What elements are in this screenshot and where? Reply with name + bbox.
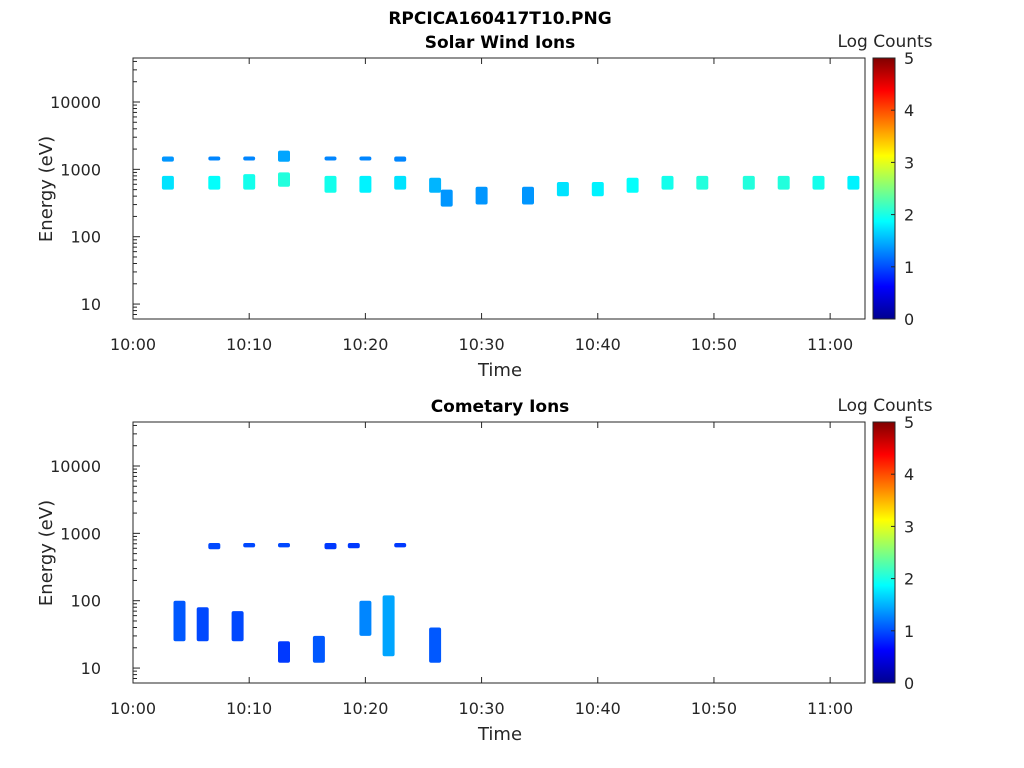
data-cell-25 [812,175,825,190]
data-cell-24 [777,175,790,190]
data-cell-11 [359,156,372,161]
data-cell-3 [208,156,221,161]
colorbar-tick-label: 0 [904,310,914,329]
colorbar [872,421,896,684]
data-cell-4 [243,174,256,190]
data-cell-4 [243,543,256,548]
x-tick-label: 10:20 [342,335,388,354]
data-cell-19 [591,182,604,197]
y-tick-label: 100 [70,592,101,611]
data-cell-9 [347,543,360,549]
x-tick-label: 10:40 [575,699,621,718]
x-tick-label: 11:00 [807,335,853,354]
data-cell-6 [278,172,290,187]
y-axis-label: Energy (eV) [36,136,57,242]
data-cell-3 [231,611,244,642]
x-axis-label: Time [477,724,522,745]
colorbar-tick-layer: 0 1 2 3 4 5 [891,49,914,329]
x-tick-label: 10:00 [110,699,156,718]
panel-title: Solar Wind Ions [425,33,576,53]
data-cell-18 [556,182,569,197]
colorbar-tick-label: 0 [904,674,914,693]
x-tick-label: 10:50 [691,335,737,354]
blob-layer [173,543,442,663]
colorbar-tick-label: 2 [904,570,914,589]
x-tick-label: 11:00 [807,699,853,718]
data-cell-16 [475,186,488,205]
y-tick-layer: 10 100 1000 10000 [50,60,140,320]
data-cell-10 [359,600,372,636]
x-axis-label: Time [477,360,522,381]
data-cell-0 [173,600,186,642]
y-tick-layer: 10 100 1000 10000 [50,424,140,684]
data-cell-7 [312,635,325,663]
panel-title: Cometary Ions [431,397,570,417]
y-tick-label: 10 [81,659,101,678]
data-cell-17 [522,186,534,205]
data-cell-13 [394,156,407,162]
colorbar-tick-label: 1 [904,258,914,277]
data-cell-1 [196,607,209,642]
data-cell-6 [278,543,290,548]
colorbar-tick-label: 4 [904,101,914,120]
data-cell-7 [278,150,290,162]
x-tick-label: 10:30 [459,699,505,718]
data-cell-9 [324,156,337,161]
data-cell-20 [626,177,639,193]
data-cell-8 [324,543,337,550]
data-cell-2 [208,175,221,190]
colorbar-tick-label: 2 [904,206,914,225]
data-cell-0 [161,175,174,190]
figure-title: RPCICA160417T10.PNG [388,9,611,29]
data-cell-8 [324,175,337,193]
blob-layer [161,150,860,207]
y-tick-label: 1000 [60,524,101,543]
x-tick-label: 10:10 [226,335,272,354]
panel-cometary: Cometary Ions 10:00 10:10 10:20 10:30 10:40 1… [36,396,933,745]
data-cell-26 [847,175,860,190]
data-cell-2 [208,543,221,550]
colorbar-tick-label: 4 [904,465,914,484]
colorbar-label: Log Counts [837,396,932,416]
data-cell-23 [742,175,755,190]
data-cell-12 [394,543,407,548]
x-tick-label: 10:00 [110,335,156,354]
data-cell-21 [661,175,674,190]
y-tick-label: 10 [81,295,101,314]
colorbar-tick-label: 5 [904,413,914,432]
colorbar-tick-label: 1 [904,622,914,641]
colorbar-label: Log Counts [837,32,932,52]
data-cell-11 [382,595,395,657]
y-tick-label: 10000 [50,457,101,476]
y-tick-label: 100 [70,228,101,247]
x-tick-label: 10:10 [226,699,272,718]
panel-solar-wind: Solar Wind Ions 10:00 10:10 10:20 10:30 10:4… [36,32,933,381]
data-cell-15 [440,189,453,207]
data-cell-10 [359,175,372,193]
x-tick-label: 10:50 [691,699,737,718]
colorbar-tick-label: 3 [904,517,914,536]
plot-area [132,57,866,320]
y-axis-label: Energy (eV) [36,500,57,606]
data-cell-12 [394,175,407,190]
x-tick-label: 10:20 [342,699,388,718]
data-cell-5 [243,156,256,161]
x-tick-label: 10:30 [459,335,505,354]
x-tick-layer: 10:00 10:10 10:20 10:30 10:40 10:50 11:00 [110,58,853,354]
colorbar-tick-label: 3 [904,153,914,172]
data-cell-14 [429,177,442,193]
colorbar-tick-label: 5 [904,49,914,68]
colorbar [872,57,896,320]
data-cell-13 [429,627,442,663]
y-tick-label: 10000 [50,93,101,112]
plot-area [132,421,866,684]
x-tick-label: 10:40 [575,335,621,354]
y-tick-label: 1000 [60,160,101,179]
data-cell-5 [278,641,290,663]
data-cell-22 [696,175,709,190]
data-cell-1 [161,156,174,162]
colorbar-tick-layer: 0 1 2 3 4 5 [891,413,914,693]
